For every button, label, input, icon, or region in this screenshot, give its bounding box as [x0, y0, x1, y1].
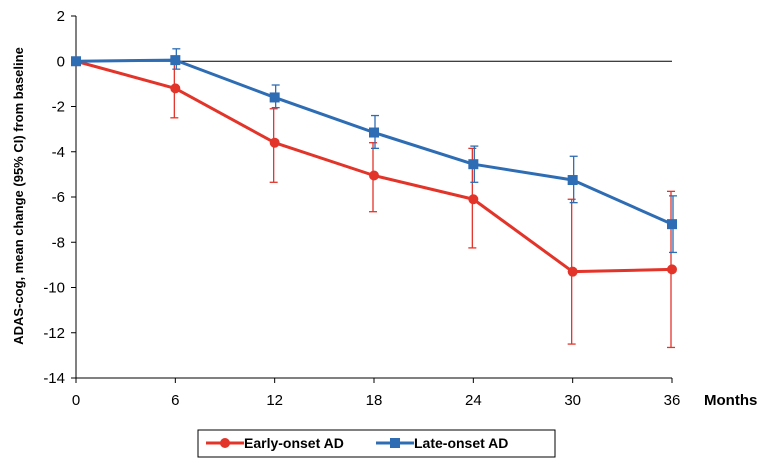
- y-tick-label: -10: [43, 280, 65, 297]
- y-axis: 2 0 -2 -4 -6 -8 -10 -12 -14: [43, 8, 77, 387]
- y-tick-label: -2: [52, 99, 65, 116]
- series-early-onset: [71, 56, 677, 349]
- data-point: [269, 137, 280, 148]
- data-point: [369, 170, 379, 181]
- y-tick-label: -12: [43, 325, 65, 342]
- x-axis: 0 6 12 18 24 30 36: [72, 377, 681, 409]
- y-tick-label: -4: [52, 144, 65, 161]
- series-group: [71, 48, 677, 349]
- data-point: [369, 127, 379, 138]
- data-point: [170, 83, 181, 94]
- series-late-onset: [71, 48, 677, 254]
- legend-item: Late-onset AD: [376, 435, 508, 451]
- series-line: [75, 59, 673, 274]
- x-tick-label: 36: [664, 392, 681, 409]
- data-point: [468, 159, 479, 170]
- data-point: [71, 56, 81, 67]
- legend-marker: [220, 438, 230, 448]
- x-tick-label: 30: [564, 392, 581, 409]
- data-point: [567, 266, 578, 277]
- data-point: [567, 175, 578, 186]
- x-tick-label: 24: [465, 392, 482, 409]
- y-tick-label: -6: [52, 189, 65, 206]
- data-point: [468, 194, 479, 205]
- legend-label: Late-onset AD: [414, 435, 508, 451]
- y-tick-label: -8: [52, 234, 65, 251]
- legend: Early-onset AD Late-onset AD: [197, 429, 556, 458]
- y-tick-label: -14: [43, 370, 65, 387]
- data-point: [667, 219, 677, 230]
- legend-label: Early-onset AD: [244, 435, 344, 451]
- data-point: [170, 55, 181, 66]
- x-tick-label: 6: [171, 392, 179, 409]
- data-point: [667, 264, 677, 275]
- data-point: [269, 92, 280, 103]
- y-tick-label: 2: [57, 8, 65, 25]
- x-tick-label: 18: [366, 392, 383, 409]
- legend-item: Early-onset AD: [206, 435, 344, 451]
- x-tick-label: 0: [72, 392, 80, 409]
- x-axis-title: Months: [704, 392, 757, 409]
- x-tick-label: 12: [266, 392, 283, 409]
- legend-items: Early-onset AD Late-onset AD: [206, 435, 508, 451]
- y-axis-title: ADAS-cog, mean change (95% CI) from base…: [11, 47, 26, 345]
- legend-marker: [390, 438, 400, 448]
- y-tick-label: 0: [57, 53, 65, 70]
